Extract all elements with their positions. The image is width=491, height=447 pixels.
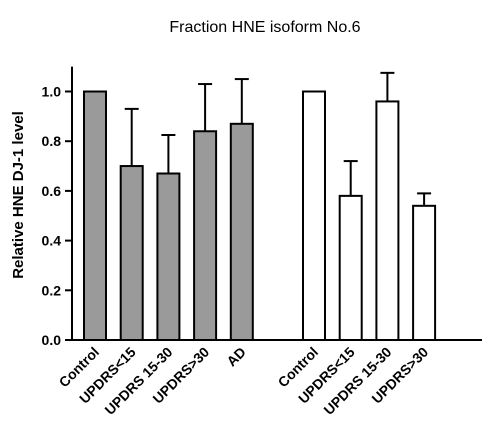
y-tick-label: 0.2: [42, 282, 62, 298]
bar-updrs-30-g2: [412, 204, 437, 341]
y-tick-label: 0.0: [42, 332, 62, 348]
bar-updrs-15-g1: [119, 165, 144, 341]
chart-title: Fraction HNE isoform No.6: [169, 19, 360, 36]
y-tick-label: 1.0: [42, 84, 62, 100]
bar-control-g1: [83, 90, 107, 341]
bar-updrs-15-30-g2: [375, 100, 400, 341]
x-tick-label: AD: [223, 344, 249, 370]
bar-updrs-15-g2: [338, 194, 363, 341]
y-axis-label: Relative HNE DJ-1 level: [10, 111, 27, 279]
y-tick-label: 0.8: [42, 133, 62, 149]
bar-updrs-30-g1: [193, 130, 218, 341]
y-tick-label: 0.6: [42, 183, 62, 199]
bar-control-g2: [302, 90, 326, 341]
bar-ad-g1: [229, 122, 254, 342]
y-tick-label: 0.4: [42, 233, 62, 249]
bar-updrs-15-30-g1: [156, 172, 181, 341]
